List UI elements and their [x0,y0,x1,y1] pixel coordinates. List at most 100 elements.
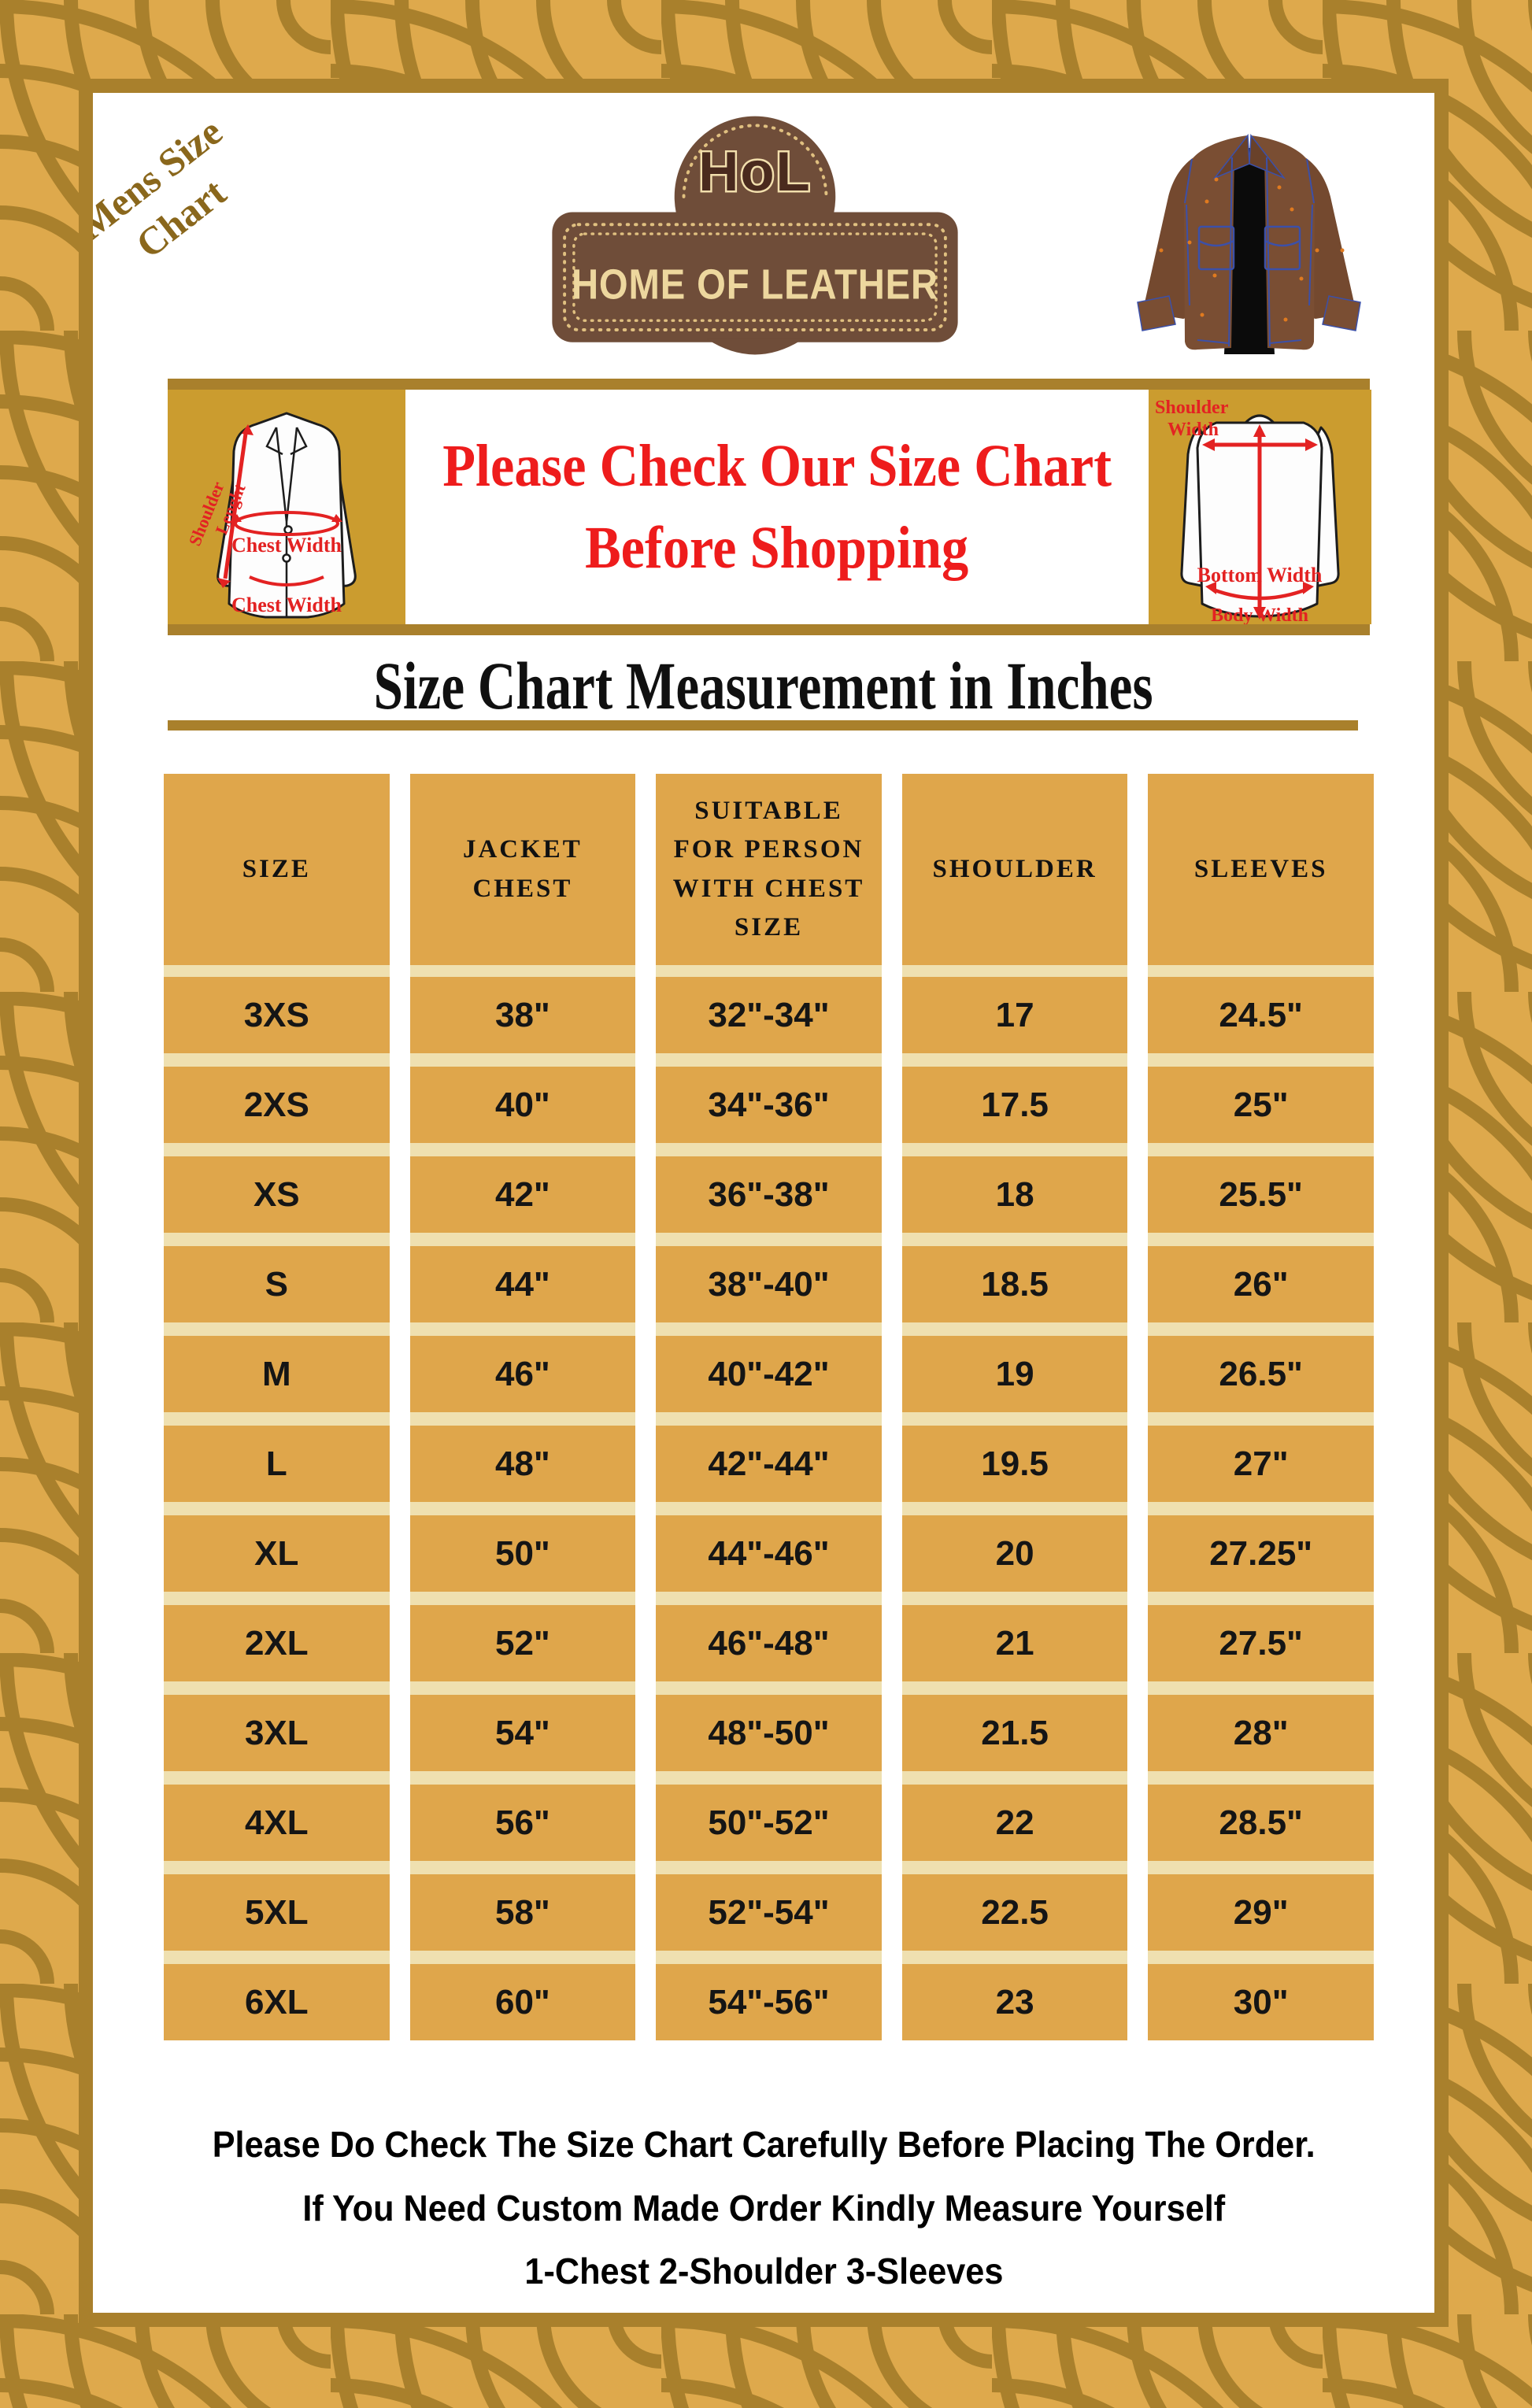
table-cell: 48"-50" [656,1695,882,1785]
table-cell: 50" [409,1515,636,1605]
table-cell: 34"-36" [656,1067,882,1156]
table-cell: 18 [901,1156,1128,1246]
table-cell: 20 [901,1515,1128,1605]
table-cell: 28" [1148,1695,1374,1785]
table-cell: 42" [409,1156,636,1246]
table-cell: 27" [1148,1426,1374,1515]
table-cell: 21.5 [901,1695,1128,1785]
table-cell: 3XS [164,977,390,1067]
label-shoulder-width-1: Shoulder [1155,398,1229,418]
table-column: SIZE 3XS 2XS XS S M L XL 2XL 3XL 4XL 5XL 6XL [164,774,390,2040]
column-header: SIZE [164,774,390,977]
check-size-banner: Shoulder Lenght Chest Width Chest Width … [168,379,1372,635]
table-column: SHOULDER 17 17.5 18 18.5 19 19.5 20 21 21.5 22 22.5… [901,774,1128,2040]
table-cell: 17.5 [901,1067,1128,1156]
table-cell: 22 [901,1785,1128,1874]
table-cell: 30" [1148,1964,1374,2040]
table-cell: 40"-42" [656,1336,882,1426]
section-heading: Size Chart Measurement in Inches [93,652,1434,719]
table-cell: 28.5" [1148,1785,1374,1874]
jacket-stitching [1184,157,1315,347]
table-cell: XS [164,1156,390,1246]
table-cell: S [164,1246,390,1336]
table-cell: 50"-52" [656,1785,882,1874]
label-bottom-width: Bottom Width [1197,564,1323,586]
brown-jacket-icon [1137,133,1361,354]
jacket-speckles [1159,177,1345,322]
table-column: JACKET CHEST 38" 40" 42" 44" 46" 48" 50" 52" 54" 5… [409,774,636,2040]
table-cell: 46"-48" [656,1605,882,1695]
front-measure-diagram: Shoulder Lenght Chest Width Chest Width [168,390,405,624]
column-header: JACKET CHEST [409,774,636,977]
table-cell: 18.5 [901,1246,1128,1336]
poster-page: Mens Size Chart HoL HOME OF LEATHER [79,79,1449,2327]
table-cell: M [164,1336,390,1426]
banner-headline-line1: Please Check Our Size Chart [442,433,1112,499]
table-cell: 2XS [164,1067,390,1156]
section-heading-text: Size Chart Measurement in Inches [374,648,1153,723]
table-cell: 29" [1148,1874,1374,1964]
column-header: SUITABLE FOR PERSON WITH CHEST SIZE [656,774,882,977]
blazer-front-icon: Shoulder Lenght Chest Width Chest Width [184,412,357,619]
divider-rule [168,720,1358,731]
table-cell: 26.5" [1148,1336,1374,1426]
table-column: SLEEVES 24.5" 25" 25.5" 26" 26.5" 27" 27.25" 27.… [1148,774,1374,2040]
table-cell: 54"-56" [656,1964,882,2040]
table-cell: 24.5" [1148,977,1374,1067]
footer-line-3: 1-Chest 2-Shoulder 3-Sleeves [524,2251,1003,2291]
table-cell: 54" [409,1695,636,1785]
svg-text:Shoulder Width: Shoulder Width [1155,398,1233,440]
logo-name: HOME OF LEATHER [572,261,938,309]
table-cell: 38"-40" [656,1246,882,1336]
column-header: SLEEVES [1148,774,1374,977]
table-cell: 6XL [164,1964,390,2040]
table-cell: 17 [901,977,1128,1067]
banner-headline-line2: Before Shopping [585,515,969,581]
table-cell: 38" [409,977,636,1067]
table-cell: 52" [409,1605,636,1695]
table-cell: 2XL [164,1605,390,1695]
table-cell: 19.5 [901,1426,1128,1515]
corner-title: Mens Size Chart [93,93,302,320]
table-cell: 58" [409,1874,636,1964]
table-cell: 56" [409,1785,636,1874]
label-chest-width-upper: Chest Width [231,534,342,557]
table-cell: L [164,1426,390,1515]
table-cell: 4XL [164,1785,390,1874]
table-cell: 60" [409,1964,636,2040]
table-cell: 46" [409,1336,636,1426]
footer-note: Please Do Check The Size Chart Carefully… [93,2113,1434,2303]
table-cell: 25" [1148,1067,1374,1156]
label-body-width: Body Width [1211,605,1308,624]
table-cell: 44" [409,1246,636,1336]
table-cell: 27.5" [1148,1605,1374,1695]
table-cell: 5XL [164,1874,390,1964]
table-cell: XL [164,1515,390,1605]
brand-logo: HoL HOME OF LEATHER [523,98,987,380]
table-cell: 3XL [164,1695,390,1785]
logo-monogram: HoL [698,141,812,203]
table-cell: 36"-38" [656,1156,882,1246]
label-chest-width-lower: Chest Width [231,594,342,616]
table-cell: 44"-46" [656,1515,882,1605]
table-cell: 26" [1148,1246,1374,1336]
banner-headline: Please Check Our Size Chart Before Shopp… [405,390,1149,624]
leather-badge-icon: HoL HOME OF LEATHER [552,116,958,355]
back-measure-diagram: Shoulder Width Bottom Width Body Width [1149,390,1372,626]
label-shoulder-width-2: Width [1168,420,1219,440]
table-cell: 25.5" [1148,1156,1374,1246]
table-cell: 52"-54" [656,1874,882,1964]
jacket-back-icon: Shoulder Width Bottom Width Body Width [1155,398,1340,626]
hero-jacket [1114,109,1386,372]
table-cell: 23 [901,1964,1128,2040]
table-cell: 40" [409,1067,636,1156]
table-cell: 21 [901,1605,1128,1695]
table-column: SUITABLE FOR PERSON WITH CHEST SIZE 32"-3… [656,774,882,2040]
footer-line-2: If You Need Custom Made Order Kindly Mea… [302,2187,1225,2229]
table-cell: 42"-44" [656,1426,882,1515]
table-cell: 19 [901,1336,1128,1426]
footer-line-1: Please Do Check The Size Chart Carefully… [212,2124,1316,2165]
size-table: SIZE 3XS 2XS XS S M L XL 2XL 3XL 4XL 5XL 6XL JACKET C… [164,774,1374,2040]
table-cell: 48" [409,1426,636,1515]
